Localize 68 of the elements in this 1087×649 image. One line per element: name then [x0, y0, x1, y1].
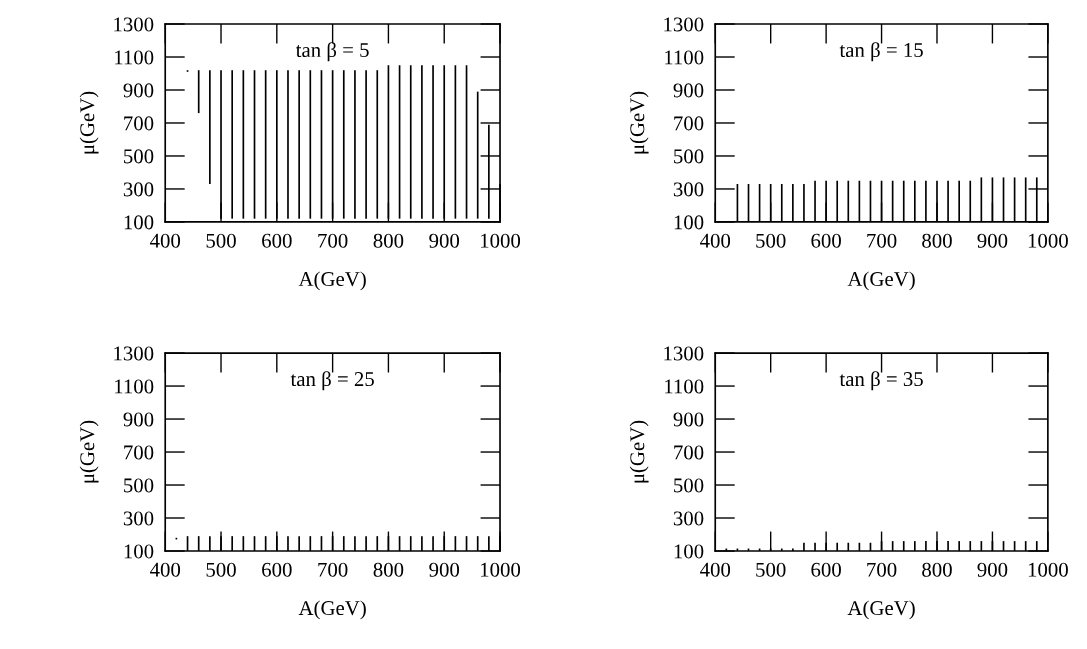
x-tick-label: 1000 — [1028, 562, 1068, 577]
x-tick-label: 900 — [977, 233, 1008, 248]
y-tick-label: 1100 — [665, 50, 704, 65]
x-tick-label: 900 — [429, 562, 460, 577]
y-axis-title: μ(GeV) — [629, 91, 649, 154]
y-tick-label: 100 — [124, 544, 154, 559]
x-tick-label: 1000 — [481, 233, 521, 248]
y-tick-label: 900 — [673, 83, 704, 98]
annotation: tan β = 5 — [295, 42, 369, 62]
y-tick-label: 500 — [674, 149, 704, 164]
x-tick-label: 700 — [318, 562, 348, 577]
y-tick-label: 300 — [673, 511, 704, 526]
annotation: tan β = 15 — [839, 42, 923, 62]
x-tick-label: 600 — [811, 562, 841, 577]
y-tick-label: 500 — [124, 149, 154, 164]
x-tick-label: 700 — [867, 562, 897, 577]
y-tick-label: 900 — [123, 83, 154, 98]
x-axis-title: A(GeV) — [298, 600, 366, 620]
y-tick-label: 500 — [124, 478, 154, 493]
y-tick-label: 100 — [124, 215, 154, 230]
y-tick-label: 700 — [674, 116, 704, 131]
y-tick-label: 1300 — [114, 17, 154, 32]
y-tick-label: 1300 — [114, 346, 154, 361]
y-tick-label: 1300 — [664, 17, 704, 32]
x-tick-label: 400 — [150, 233, 181, 248]
annotation: tan β = 25 — [290, 371, 374, 391]
x-tick-label: 400 — [700, 562, 731, 577]
y-tick-label: 100 — [674, 544, 704, 559]
x-tick-label: 500 — [756, 233, 786, 248]
x-axis-title: A(GeV) — [847, 271, 915, 291]
y-tick-label: 500 — [674, 478, 704, 493]
y-tick-label: 1100 — [665, 379, 704, 394]
x-axis-title: A(GeV) — [298, 271, 366, 291]
x-tick-label: 800 — [373, 233, 404, 248]
x-tick-label: 1000 — [1028, 233, 1068, 248]
x-tick-label: 800 — [373, 562, 404, 577]
y-tick-label: 700 — [124, 445, 154, 460]
y-tick-label: 100 — [674, 215, 704, 230]
annotation: tan β = 35 — [839, 371, 923, 391]
x-tick-label: 400 — [150, 562, 181, 577]
x-tick-label: 800 — [922, 562, 952, 577]
x-tick-label: 700 — [318, 233, 348, 248]
y-tick-label: 1300 — [664, 346, 704, 361]
y-axis-title: μ(GeV) — [629, 420, 649, 483]
y-tick-label: 900 — [123, 412, 154, 427]
x-tick-label: 500 — [206, 233, 236, 248]
y-axis-title: μ(GeV) — [79, 420, 99, 483]
x-tick-label: 600 — [262, 233, 292, 248]
y-tick-label: 1100 — [115, 50, 154, 65]
x-tick-label: 1000 — [481, 562, 521, 577]
y-tick-label: 700 — [124, 116, 154, 131]
y-tick-label: 300 — [123, 511, 154, 526]
y-tick-label: 1100 — [115, 379, 154, 394]
x-tick-label: 900 — [977, 562, 1008, 577]
x-tick-label: 700 — [867, 233, 897, 248]
x-tick-label: 500 — [756, 562, 786, 577]
x-tick-label: 600 — [262, 562, 292, 577]
x-tick-label: 500 — [206, 562, 236, 577]
y-tick-label: 300 — [673, 182, 704, 197]
y-axis-title: μ(GeV) — [79, 91, 99, 154]
x-axis-title: A(GeV) — [847, 600, 915, 620]
y-tick-label: 300 — [123, 182, 154, 197]
y-tick-label: 700 — [674, 445, 704, 460]
x-tick-label: 900 — [429, 233, 460, 248]
x-tick-label: 400 — [700, 233, 731, 248]
y-tick-label: 900 — [673, 412, 704, 427]
x-tick-label: 800 — [922, 233, 952, 248]
x-tick-label: 600 — [811, 233, 841, 248]
